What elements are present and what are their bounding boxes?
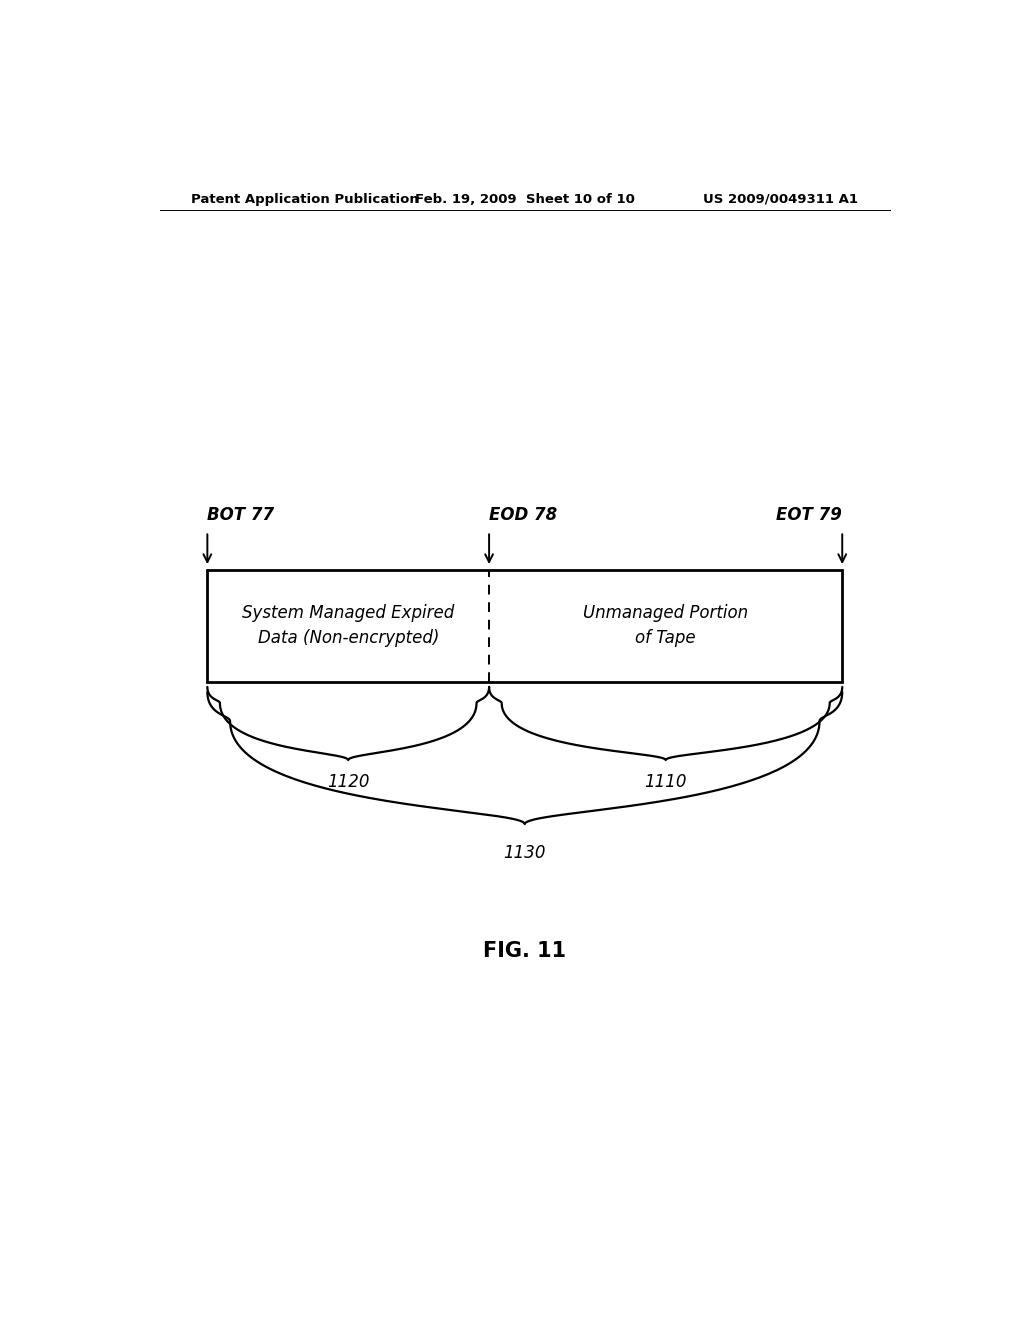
Text: Feb. 19, 2009  Sheet 10 of 10: Feb. 19, 2009 Sheet 10 of 10 [415,193,635,206]
Text: 1130: 1130 [504,843,546,862]
Text: EOD 78: EOD 78 [489,507,557,524]
Text: System Managed Expired
Data (Non-encrypted): System Managed Expired Data (Non-encrypt… [242,605,455,647]
Text: US 2009/0049311 A1: US 2009/0049311 A1 [703,193,858,206]
Text: 1120: 1120 [327,774,370,792]
Text: 1110: 1110 [644,774,687,792]
Text: Unmanaged Portion
of Tape: Unmanaged Portion of Tape [583,605,749,647]
Text: FIG. 11: FIG. 11 [483,941,566,961]
Text: Patent Application Publication: Patent Application Publication [191,193,419,206]
Text: EOT 79: EOT 79 [776,507,842,524]
Text: BOT 77: BOT 77 [207,507,274,524]
Bar [207,570,843,682]
